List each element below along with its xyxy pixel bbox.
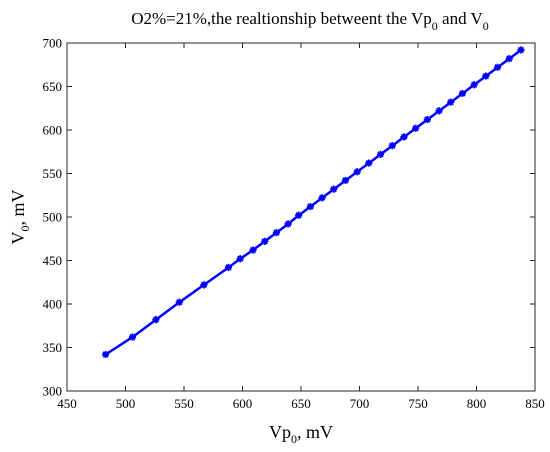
data-point [447, 98, 455, 106]
data-point [295, 211, 303, 219]
data-point [423, 115, 431, 124]
y-axis-label: V0, mV [8, 189, 32, 244]
data-point [102, 350, 110, 359]
data-point [412, 124, 420, 132]
data-point [152, 316, 160, 324]
y-tick-label: 550 [43, 166, 63, 181]
data-point [482, 72, 490, 80]
data-point [435, 107, 443, 115]
y-tick-label: 450 [43, 253, 63, 268]
data-point [400, 133, 408, 141]
data-point [236, 255, 244, 263]
series-line [104, 48, 522, 356]
series-markers [102, 46, 525, 359]
x-tick-label: 800 [467, 396, 487, 411]
y-tick-label: 650 [43, 79, 63, 94]
data-point [388, 142, 396, 150]
x-tick-label: 550 [174, 396, 194, 411]
data-point [200, 281, 208, 289]
x-tick-label: 600 [233, 396, 253, 411]
y-axis: 300 350 400 450 500 550 600 650 700 [43, 36, 535, 399]
data-point [272, 229, 281, 237]
x-tick-label: 650 [291, 396, 311, 411]
data-point [306, 202, 314, 211]
data-point [517, 46, 525, 54]
data-point [470, 81, 478, 89]
x-tick-label: 450 [57, 396, 77, 411]
y-tick-label: 700 [43, 36, 63, 51]
y-tick-label: 500 [43, 210, 63, 225]
data-point [175, 298, 183, 306]
y-tick-label: 600 [43, 123, 63, 138]
data-point [249, 246, 257, 254]
data-point [458, 89, 467, 98]
data-point [376, 150, 385, 158]
x-tick-label: 700 [350, 396, 370, 411]
data-point [365, 159, 373, 167]
data-point [284, 220, 292, 228]
x-axis-label: Vp0, mV [269, 422, 333, 446]
data-point [128, 333, 137, 341]
chart-title: O2%=21%,the realtionship betweent the Vp… [131, 9, 489, 33]
y-tick-label: 350 [43, 340, 63, 355]
data-point [318, 194, 326, 202]
data-point [261, 237, 269, 245]
x-tick-label: 750 [408, 396, 428, 411]
x-tick-label: 850 [525, 396, 545, 411]
x-axis: 450 500 550 600 650 700 750 800 850 [57, 43, 545, 411]
data-point [493, 63, 502, 71]
data-point [505, 55, 513, 63]
y-tick-label: 400 [43, 297, 63, 312]
data-point [353, 168, 361, 176]
y-tick-label: 300 [43, 384, 63, 399]
x-tick-label: 500 [116, 396, 136, 411]
data-point [330, 185, 338, 193]
data-point [224, 263, 233, 272]
data-point [341, 176, 350, 185]
